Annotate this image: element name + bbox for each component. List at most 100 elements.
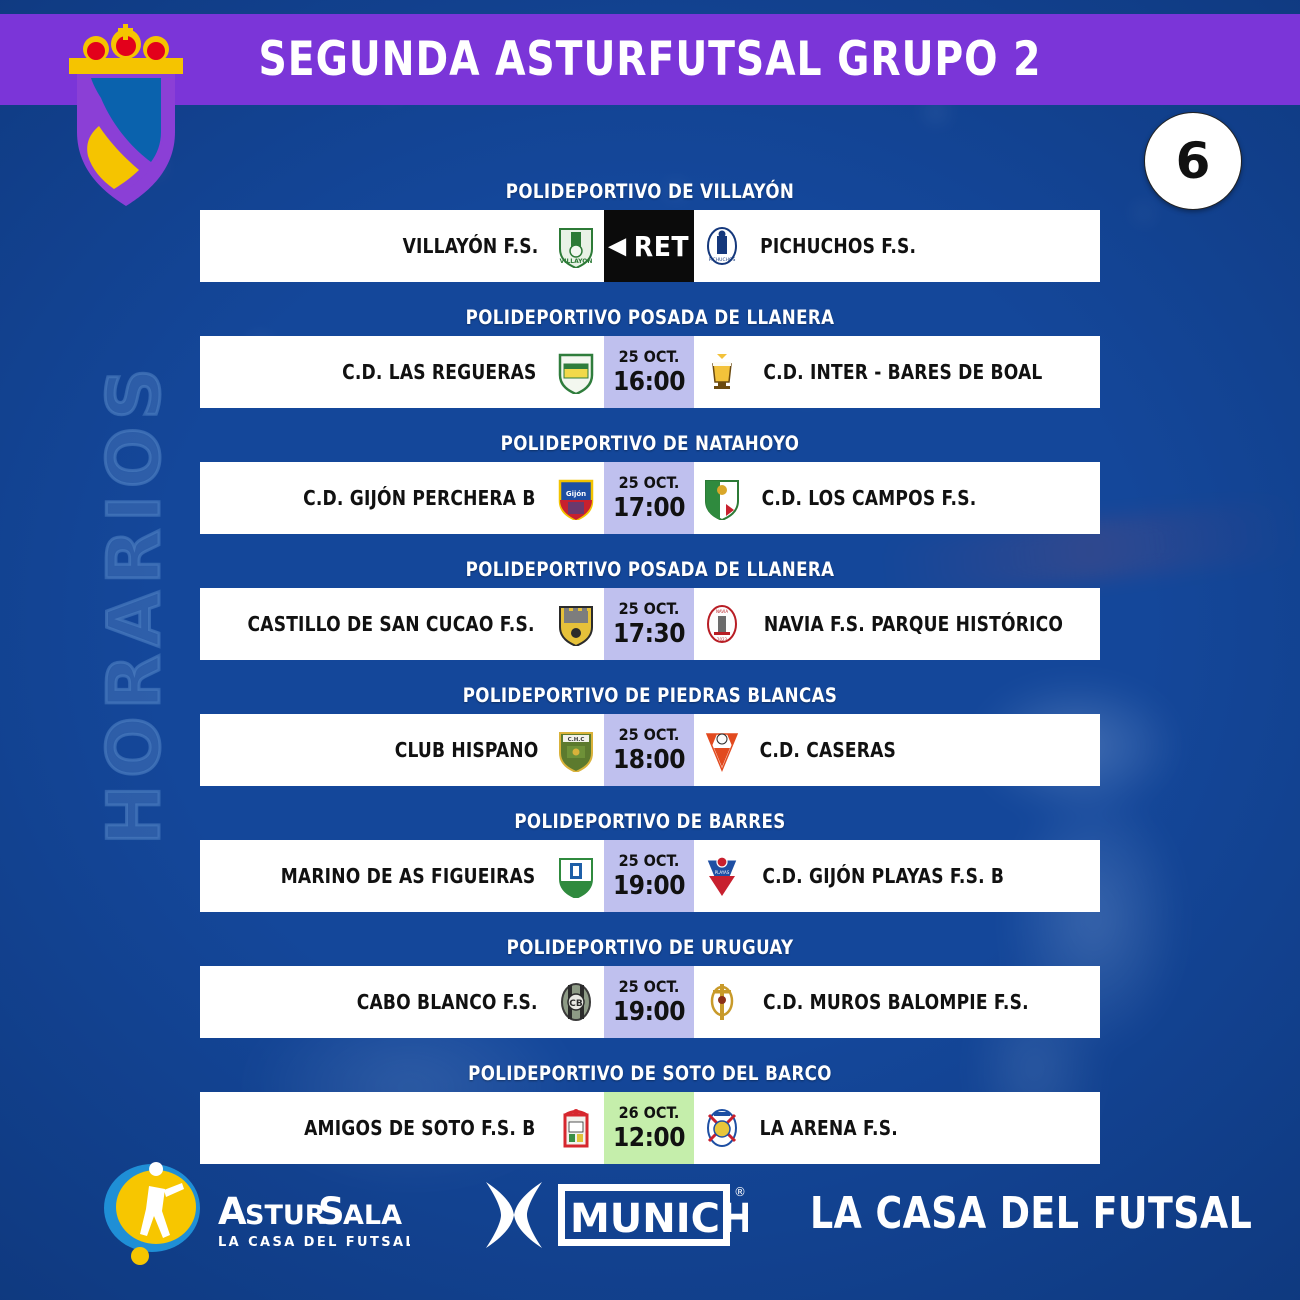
chevron-left-icon: ◀ bbox=[608, 233, 626, 258]
home-team-name: AMIGOS DE SOTO F.S. B bbox=[304, 1116, 536, 1140]
fixtures-list: POLIDEPORTIVO DE VILLAYÓN VILLAYÓN F.S. V… bbox=[200, 172, 1100, 1180]
away-team: C.D. INTER - BARES DE BOAL bbox=[694, 350, 1100, 394]
svg-text:A: A bbox=[218, 1190, 247, 1233]
amigos-de-soto-badge bbox=[563, 1109, 589, 1148]
svg-text:®: ® bbox=[734, 1185, 746, 1199]
match-time: 18:00 bbox=[613, 745, 685, 775]
match-time: 12:00 bbox=[613, 1123, 685, 1153]
matchday-badge: 6 bbox=[1144, 112, 1242, 210]
match-datetime: 25 OCT. 16:00 bbox=[604, 336, 694, 408]
venue-label: POLIDEPORTIVO DE NATAHOYO bbox=[500, 431, 800, 455]
page-title: SEGUNDA ASTURFUTSAL GRUPO 2 bbox=[258, 32, 1042, 87]
match-row[interactable]: CASTILLO DE SAN CUCAO F.S. 25 OCT. 17:30 … bbox=[200, 588, 1100, 660]
home-team-name: C.D. LAS REGUERAS bbox=[342, 360, 537, 384]
las-regueras-badge bbox=[558, 353, 594, 394]
svg-text:MUNICH: MUNICH bbox=[570, 1196, 748, 1242]
match-row[interactable]: MARINO DE AS FIGUEIRAS 25 OCT. 19:00 PLAY… bbox=[200, 840, 1100, 912]
club-hispano-badge: C.H.C bbox=[559, 732, 593, 772]
caseras-badge bbox=[705, 733, 739, 772]
away-team-name: PICHUCHOS F.S. bbox=[760, 234, 917, 258]
home-team-name: MARINO DE AS FIGUEIRAS bbox=[280, 864, 536, 888]
match-time: 16:00 bbox=[613, 367, 685, 397]
astursala-logo: A STUR S ALA LA CASA DEL FUTSAL bbox=[104, 1162, 410, 1265]
venue-label: POLIDEPORTIVO DE PIEDRAS BLANCAS bbox=[462, 683, 838, 707]
match-datetime: 26 OCT. 12:00 bbox=[604, 1092, 694, 1164]
status-text: RET bbox=[633, 229, 690, 263]
svg-text:VILLAYON: VILLAYON bbox=[560, 258, 593, 265]
match-date: 25 OCT. bbox=[618, 473, 680, 492]
match-datetime: 25 OCT. 19:00 bbox=[604, 840, 694, 912]
footer: A STUR S ALA LA CASA DEL FUTSAL MUNICH ®… bbox=[0, 1132, 1300, 1300]
svg-text:Gijón: Gijón bbox=[566, 490, 586, 498]
away-team-name: C.D. GIJÓN PLAYAS F.S. B bbox=[762, 864, 1005, 888]
home-team-name: VILLAYÓN F.S. bbox=[402, 234, 539, 258]
venue-label: POLIDEPORTIVO POSADA DE LLANERA bbox=[465, 557, 835, 581]
away-team-name: C.D. LOS CAMPOS F.S. bbox=[761, 486, 977, 510]
match-datetime: 25 OCT. 17:00 bbox=[604, 462, 694, 534]
match-time: 19:00 bbox=[613, 997, 685, 1027]
horarios-watermark: HORARIOS bbox=[91, 360, 178, 847]
away-team: C.D. CASERAS bbox=[694, 728, 1100, 772]
away-team: C.D. LOS CAMPOS F.S. bbox=[694, 476, 1100, 520]
home-team: AMIGOS DE SOTO F.S. B bbox=[200, 1106, 604, 1150]
match-date: 25 OCT. bbox=[618, 347, 680, 366]
munich-logo: MUNICH ® bbox=[486, 1182, 748, 1248]
away-team: PICHUCHOS PICHUCHOS F.S. bbox=[694, 224, 1100, 268]
svg-text:C.H.C: C.H.C bbox=[568, 737, 585, 743]
svg-text:PICHUCHOS: PICHUCHOS bbox=[709, 257, 736, 263]
match-date: 26 OCT. bbox=[618, 1103, 680, 1122]
navia-fs-badge: NAVIA 2023 bbox=[707, 605, 737, 643]
away-team-name: NAVIA F.S. PARQUE HISTÓRICO bbox=[763, 612, 1064, 636]
home-team: C.D. GIJÓN PERCHERA B Gijón bbox=[200, 476, 604, 520]
match-time: 17:00 bbox=[613, 493, 685, 523]
match-date: 25 OCT. bbox=[618, 599, 680, 618]
away-team: LA ARENA F.S. bbox=[694, 1106, 1100, 1150]
match-row[interactable]: CABO BLANCO F.S. CB 25 OCT. 19:00 C.D. MUR… bbox=[200, 966, 1100, 1038]
villayon-fs-badge: VILLAYON bbox=[559, 228, 593, 268]
home-team-name: CABO BLANCO F.S. bbox=[356, 990, 538, 1014]
home-team: MARINO DE AS FIGUEIRAS bbox=[200, 854, 604, 898]
los-campos-badge bbox=[705, 480, 739, 520]
gijon-perchera-badge: Gijón bbox=[558, 479, 594, 520]
svg-text:STUR: STUR bbox=[245, 1200, 326, 1231]
asturfutsal-crest bbox=[69, 24, 183, 206]
venue-label: POLIDEPORTIVO DE SOTO DEL BARCO bbox=[468, 1061, 832, 1085]
match-row[interactable]: C.D. LAS REGUERAS 25 OCT. 16:00 C.D. INTE… bbox=[200, 336, 1100, 408]
background-player-silhouette-2 bbox=[150, 900, 670, 1240]
svg-text:CB: CB bbox=[569, 999, 583, 1009]
inter-bares-de-boal-badge bbox=[712, 354, 732, 389]
venue-label: POLIDEPORTIVO DE VILLAYÓN bbox=[505, 179, 795, 203]
away-team-name: C.D. INTER - BARES DE BOAL bbox=[763, 360, 1043, 384]
home-team: VILLAYÓN F.S. VILLAYON bbox=[200, 224, 604, 268]
away-team: PLAYAS C.D. GIJÓN PLAYAS F.S. B bbox=[694, 854, 1100, 898]
home-team-name: CLUB HISPANO bbox=[394, 738, 539, 762]
castillo-san-cucao-badge bbox=[559, 606, 593, 646]
svg-text:ALA: ALA bbox=[343, 1200, 402, 1231]
away-team-name: LA ARENA F.S. bbox=[759, 1116, 898, 1140]
svg-text:NAVIA: NAVIA bbox=[716, 609, 728, 614]
title-band bbox=[0, 14, 1300, 105]
match-status-badge: ◀ RET bbox=[604, 210, 694, 282]
match-date: 25 OCT. bbox=[618, 725, 680, 744]
match-row[interactable]: AMIGOS DE SOTO F.S. B 26 OCT. 12:00 LA AR… bbox=[200, 1092, 1100, 1164]
away-team: NAVIA 2023 NAVIA F.S. PARQUE HISTÓRICO bbox=[694, 602, 1100, 646]
svg-text:2023: 2023 bbox=[717, 637, 728, 642]
home-team: CLUB HISPANO C.H.C bbox=[200, 728, 604, 772]
muros-balompie-badge bbox=[710, 984, 734, 1020]
svg-text:PLAYAS: PLAYAS bbox=[715, 870, 730, 875]
match-row[interactable]: VILLAYÓN F.S. VILLAYON ◀ RET PICHUCHOS PICH… bbox=[200, 210, 1100, 282]
away-team-name: C.D. MUROS BALOMPIE F.S. bbox=[762, 990, 1029, 1014]
venue-label: POLIDEPORTIVO DE BARRES bbox=[514, 809, 786, 833]
venue-label: POLIDEPORTIVO POSADA DE LLANERA bbox=[465, 305, 835, 329]
match-row[interactable]: C.D. GIJÓN PERCHERA B Gijón 25 OCT. 17:00 … bbox=[200, 462, 1100, 534]
home-team: CASTILLO DE SAN CUCAO F.S. bbox=[200, 602, 604, 646]
away-team: C.D. MUROS BALOMPIE F.S. bbox=[694, 980, 1100, 1024]
svg-text:S: S bbox=[318, 1190, 345, 1233]
home-team-name: C.D. GIJÓN PERCHERA B bbox=[303, 486, 536, 510]
svg-text:LA CASA DEL FUTSAL: LA CASA DEL FUTSAL bbox=[218, 1235, 410, 1250]
match-date: 25 OCT. bbox=[618, 851, 680, 870]
home-team-name: CASTILLO DE SAN CUCAO F.S. bbox=[247, 612, 535, 636]
match-row[interactable]: CLUB HISPANO C.H.C 25 OCT. 18:00 C.D. CAS… bbox=[200, 714, 1100, 786]
match-datetime: 25 OCT. 17:30 bbox=[604, 588, 694, 660]
